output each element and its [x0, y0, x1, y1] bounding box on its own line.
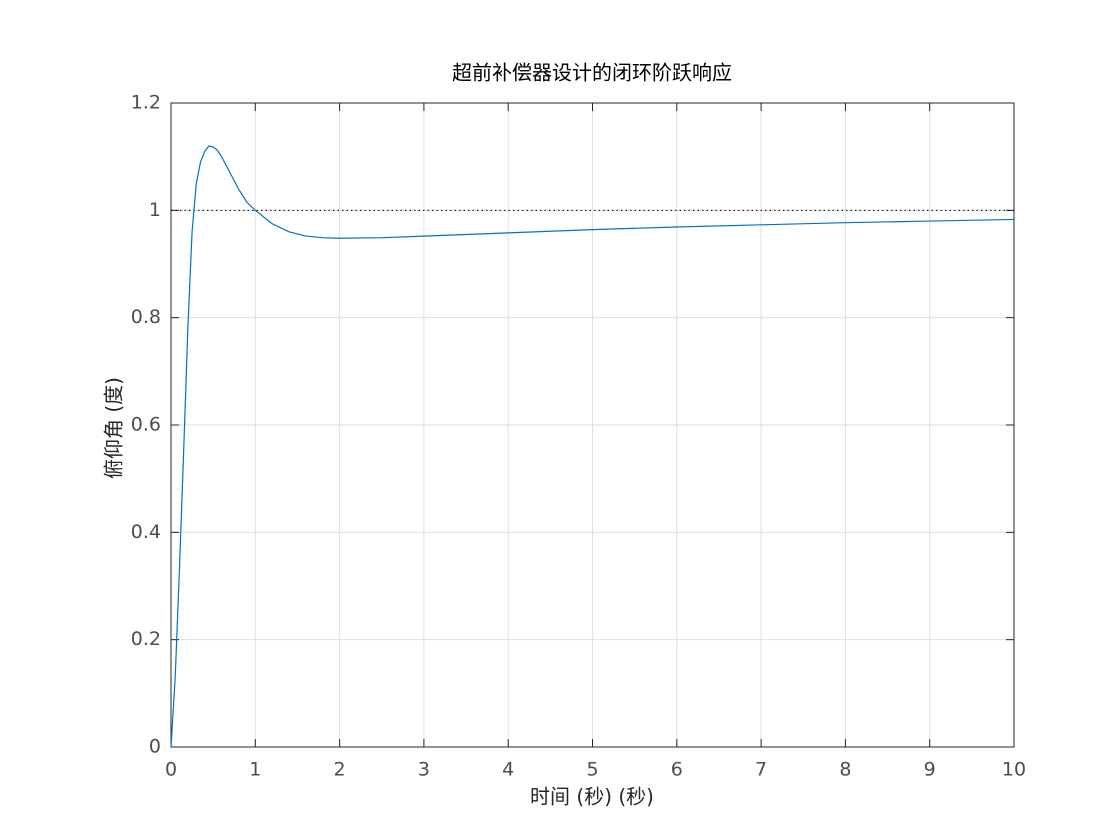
- y-tick-label: 1.2: [131, 92, 161, 114]
- x-tick-label: 2: [334, 759, 346, 781]
- x-tick-label: 10: [1002, 759, 1026, 781]
- x-axis-label: 时间 (秒) (秒): [530, 785, 654, 809]
- x-tick-label: 0: [165, 759, 177, 781]
- y-tick-label: 0.2: [131, 628, 161, 650]
- y-tick-label: 0.4: [131, 521, 161, 543]
- axes-box: [170, 102, 1015, 748]
- x-tick-label: 6: [671, 759, 683, 781]
- x-tick-label: 9: [924, 759, 936, 781]
- y-tick-label: 0.8: [131, 306, 161, 328]
- y-axis-label: 俯仰角 (度): [102, 377, 126, 479]
- x-tick-label: 7: [755, 759, 767, 781]
- data-line: [170, 145, 1015, 748]
- y-tick-label: 0: [149, 736, 161, 758]
- x-tick-label: 5: [586, 759, 598, 781]
- x-tick-label: 1: [249, 759, 261, 781]
- x-tick-label: 8: [839, 759, 851, 781]
- x-tick-label: 3: [418, 759, 430, 781]
- x-tick-label: 4: [502, 759, 514, 781]
- y-tick-label: 0.6: [131, 414, 161, 436]
- y-tick-label: 1: [149, 199, 161, 221]
- chart-title: 超前补偿器设计的闭环阶跃响应: [452, 61, 732, 85]
